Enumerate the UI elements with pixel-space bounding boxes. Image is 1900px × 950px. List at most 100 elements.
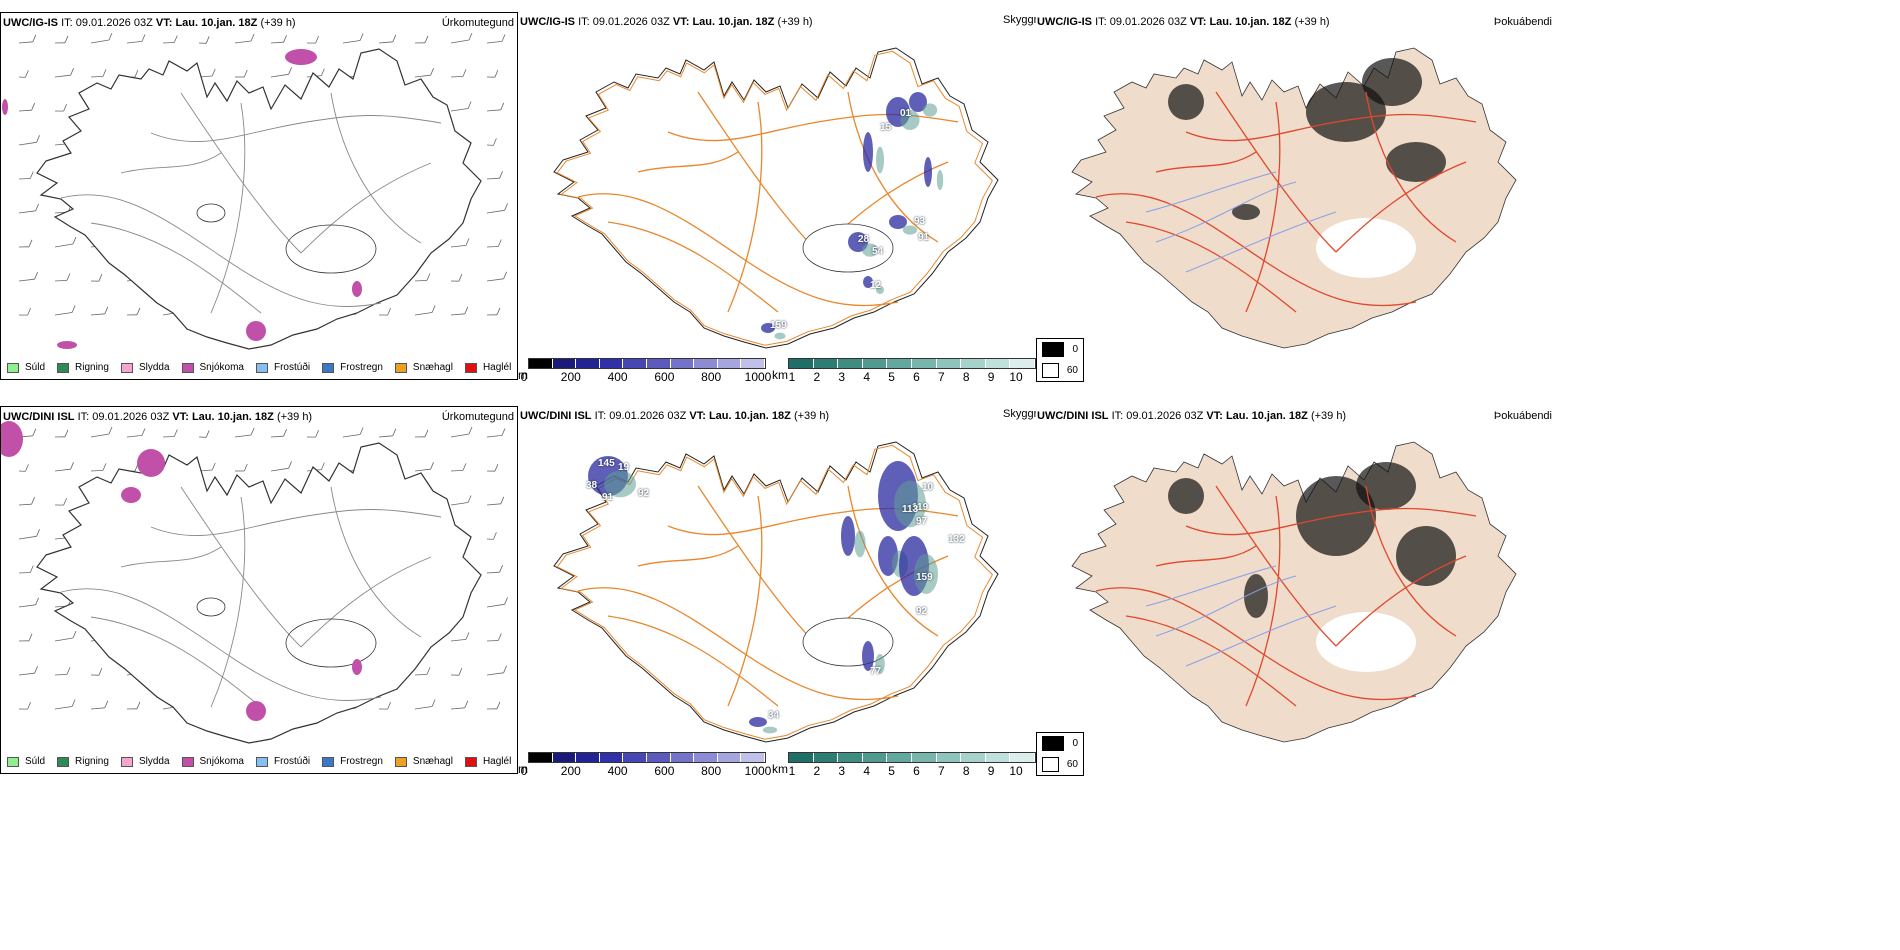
height-tick: 200: [560, 764, 581, 778]
coast-road: [556, 444, 994, 740]
road-network: [1095, 485, 1477, 707]
glacier-outline: [285, 224, 377, 274]
model-name: UWC/IG-IS: [1037, 16, 1092, 28]
precip-legend-label: Snæhagl: [412, 756, 453, 767]
height-tick: 1000: [744, 764, 772, 778]
lead-time: (+39 h): [276, 411, 313, 423]
visibility-value-label: 97: [916, 516, 928, 527]
fog-legend-item: 60: [1037, 754, 1083, 775]
river-network: [1145, 171, 1337, 273]
fog-legend-swatch: [1042, 736, 1065, 751]
precip-legend-label: Frostúði: [273, 362, 311, 373]
precip-panel-title: Úrkomutegund: [441, 411, 514, 423]
vis-tick: 3: [838, 370, 846, 384]
visibility-value-label: 10: [922, 482, 934, 493]
visibility-value-label: 28: [858, 234, 870, 245]
height-unit: m: [518, 762, 528, 776]
it-label: IT:: [578, 16, 590, 28]
precip-legend-swatch: [120, 362, 133, 373]
visibility-patch: [902, 225, 918, 235]
vt-label: VT:: [172, 411, 189, 423]
height-scale: 0 200 400 600 800 1000 m: [518, 752, 771, 778]
vis-tick: 7: [937, 764, 945, 778]
fog-legend-label: 0: [1072, 738, 1078, 749]
precip-legend-item: Frostregn: [322, 756, 383, 767]
visibility-value-label: 01: [900, 108, 912, 119]
low-cloud-patch: [909, 92, 927, 112]
precip-legend-swatch: [120, 756, 133, 767]
precip-legend-label: Snjókoma: [199, 756, 244, 767]
visibility-value-label: 38: [586, 480, 598, 491]
precip-legend-label: Rigning: [75, 362, 109, 373]
vis-tick: 8: [962, 764, 970, 778]
visibility-panel-title: Skyggni: [1003, 14, 1043, 26]
iceland-outline: [1071, 47, 1517, 349]
height-tick: 1000: [744, 370, 772, 384]
visibility-panel: UWC/IG-IS IT: 09.01.2026 03Z VT: Lau. 10…: [518, 12, 1038, 380]
snowfall-area: [57, 341, 77, 349]
coast-road: [556, 50, 994, 346]
vis-tick: 6: [913, 764, 920, 778]
visibility-panel-title: Skyggni: [1003, 408, 1043, 420]
visibility-value-label: 159: [770, 320, 787, 331]
glacier-outline: [196, 203, 226, 223]
visibility-patch: [762, 726, 778, 734]
iceland-outline: [553, 47, 999, 349]
it-value: 09.01.2026 03Z: [75, 17, 153, 29]
vt-value: Lau. 10.jan. 18Z: [175, 17, 258, 29]
precip-legend-item: Frostregn: [322, 362, 383, 373]
fog-legend-swatch: [1042, 363, 1059, 378]
vis-tick: 1: [788, 764, 796, 778]
fog-high-area: [1168, 84, 1204, 120]
visibility-value-label: 159: [916, 572, 933, 583]
precip-type-panel: UWC/DINI ISL IT: 09.01.2026 03Z VT: Lau.…: [0, 406, 518, 774]
visibility-patch: [876, 146, 884, 174]
precip-legend-swatch: [181, 362, 194, 373]
fog-index-panel: UWC/DINI ISL IT: 09.01.2026 03Z VT: Lau.…: [1036, 406, 1556, 743]
visibility-patch: [774, 332, 786, 340]
vt-value: Lau. 10.jan. 18Z: [191, 411, 274, 423]
low-cloud-patch: [841, 516, 855, 556]
low-cloud-patch: [889, 215, 907, 229]
visibility-panel: UWC/DINI ISL IT: 09.01.2026 03Z VT: Lau.…: [518, 406, 1038, 774]
fog-legend-swatch: [1042, 342, 1065, 357]
vis-tick: 2: [813, 764, 821, 778]
vis-tick: 6: [913, 370, 920, 384]
visibility-value-label: 93: [914, 216, 926, 227]
low-cloud-patch: [863, 276, 873, 288]
precip-legend-swatch: [322, 756, 335, 767]
visibility-patch: [900, 110, 920, 130]
snowfall-area: [137, 449, 165, 477]
precip-legend-swatch: [394, 362, 407, 373]
precip-legend-swatch: [255, 756, 268, 767]
it-value: 09.01.2026 03Z: [609, 410, 687, 422]
forecast-row: UWC/DINI ISL IT: 09.01.2026 03Z VT: Lau.…: [0, 394, 1900, 778]
it-value: 09.01.2026 03Z: [1109, 16, 1187, 28]
it-label: IT:: [594, 410, 607, 422]
vt-label: VT:: [1189, 16, 1207, 28]
vt-label: VT:: [689, 410, 706, 422]
vis-tick: 4: [863, 370, 870, 384]
vis-tick: 10: [1009, 764, 1023, 778]
vis-tick: 1: [788, 370, 796, 384]
visibility-colorbar: [788, 358, 1036, 369]
precip-legend-item: Rigning: [57, 756, 109, 767]
precip-map: [2, 32, 508, 350]
vis-tick: 3: [838, 764, 846, 778]
height-colorbar: [528, 358, 766, 369]
road-network: [1095, 91, 1477, 313]
visibility-value-label: 19: [618, 462, 630, 473]
precip-legend-label: Slydda: [138, 362, 170, 373]
precip-legend-swatch: [394, 756, 407, 767]
it-label: IT:: [1095, 16, 1107, 28]
panel-header: UWC/IG-IS IT: 09.01.2026 03Z VT: Lau. 10…: [520, 16, 813, 28]
forecast-row: UWC/IG-IS IT: 09.01.2026 03Z VT: Lau. 10…: [0, 0, 1900, 384]
lead-time: (+39 h): [1294, 16, 1330, 28]
vis-tick: 9: [987, 370, 995, 384]
height-unit: m: [518, 368, 528, 382]
visibility-value-label: 91: [918, 232, 930, 243]
fog-high-area: [1356, 462, 1416, 510]
visibility-value-label: 132: [948, 534, 965, 545]
lead-time: (+39 h): [777, 16, 813, 28]
road-network: [577, 91, 959, 313]
